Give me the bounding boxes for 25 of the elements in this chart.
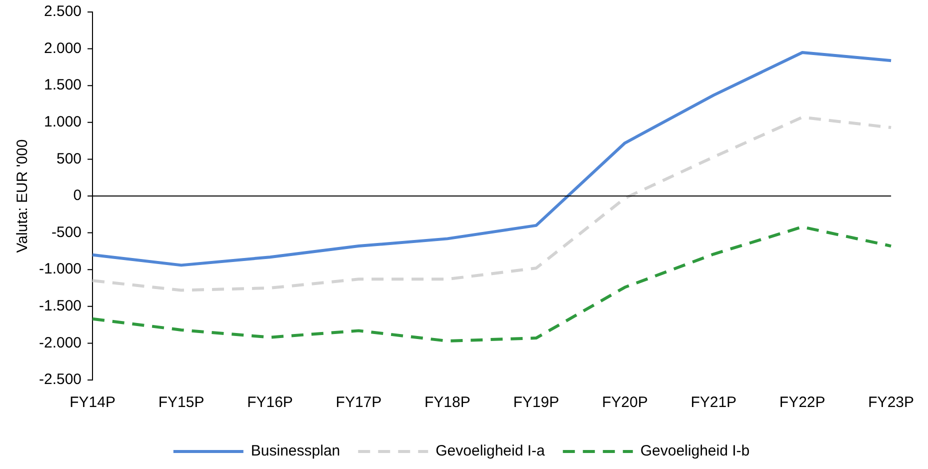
x-tick-label: FY19P (513, 394, 560, 412)
x-tick-label: FY23P (868, 394, 914, 412)
x-tick-label: FY22P (779, 394, 826, 412)
y-tick-label: 1.500 (44, 76, 82, 94)
y-tick-label: 500 (56, 150, 82, 168)
y-tick-label: 1.000 (44, 114, 82, 131)
legend-label: Gevoeligheid I-b (640, 442, 750, 460)
y-tick-label: -1.500 (38, 298, 82, 315)
legend-label: Businessplan (250, 442, 340, 460)
y-tick-label: -1.000 (38, 260, 82, 278)
x-tick-label: FY20P (602, 394, 648, 412)
y-tick-label: -500 (52, 224, 82, 241)
y-tick-label: 2.000 (44, 40, 82, 57)
x-tick-label: FY17P (336, 394, 382, 412)
y-tick-label: 2.500 (44, 3, 82, 20)
y-tick-label: -2.500 (38, 371, 82, 388)
x-tick-label: FY21P (690, 394, 737, 412)
y-axis-title: Valuta: EUR '000 (14, 139, 32, 253)
x-tick-label: FY18P (424, 394, 470, 412)
legend-label: Gevoeligheid I-a (436, 442, 546, 460)
x-tick-label: FY15P (158, 394, 204, 412)
y-tick-label: 0 (73, 187, 82, 204)
x-tick-label: FY16P (247, 394, 293, 412)
x-tick-label: FY14P (70, 394, 116, 412)
y-tick-label: -2.000 (38, 334, 82, 352)
